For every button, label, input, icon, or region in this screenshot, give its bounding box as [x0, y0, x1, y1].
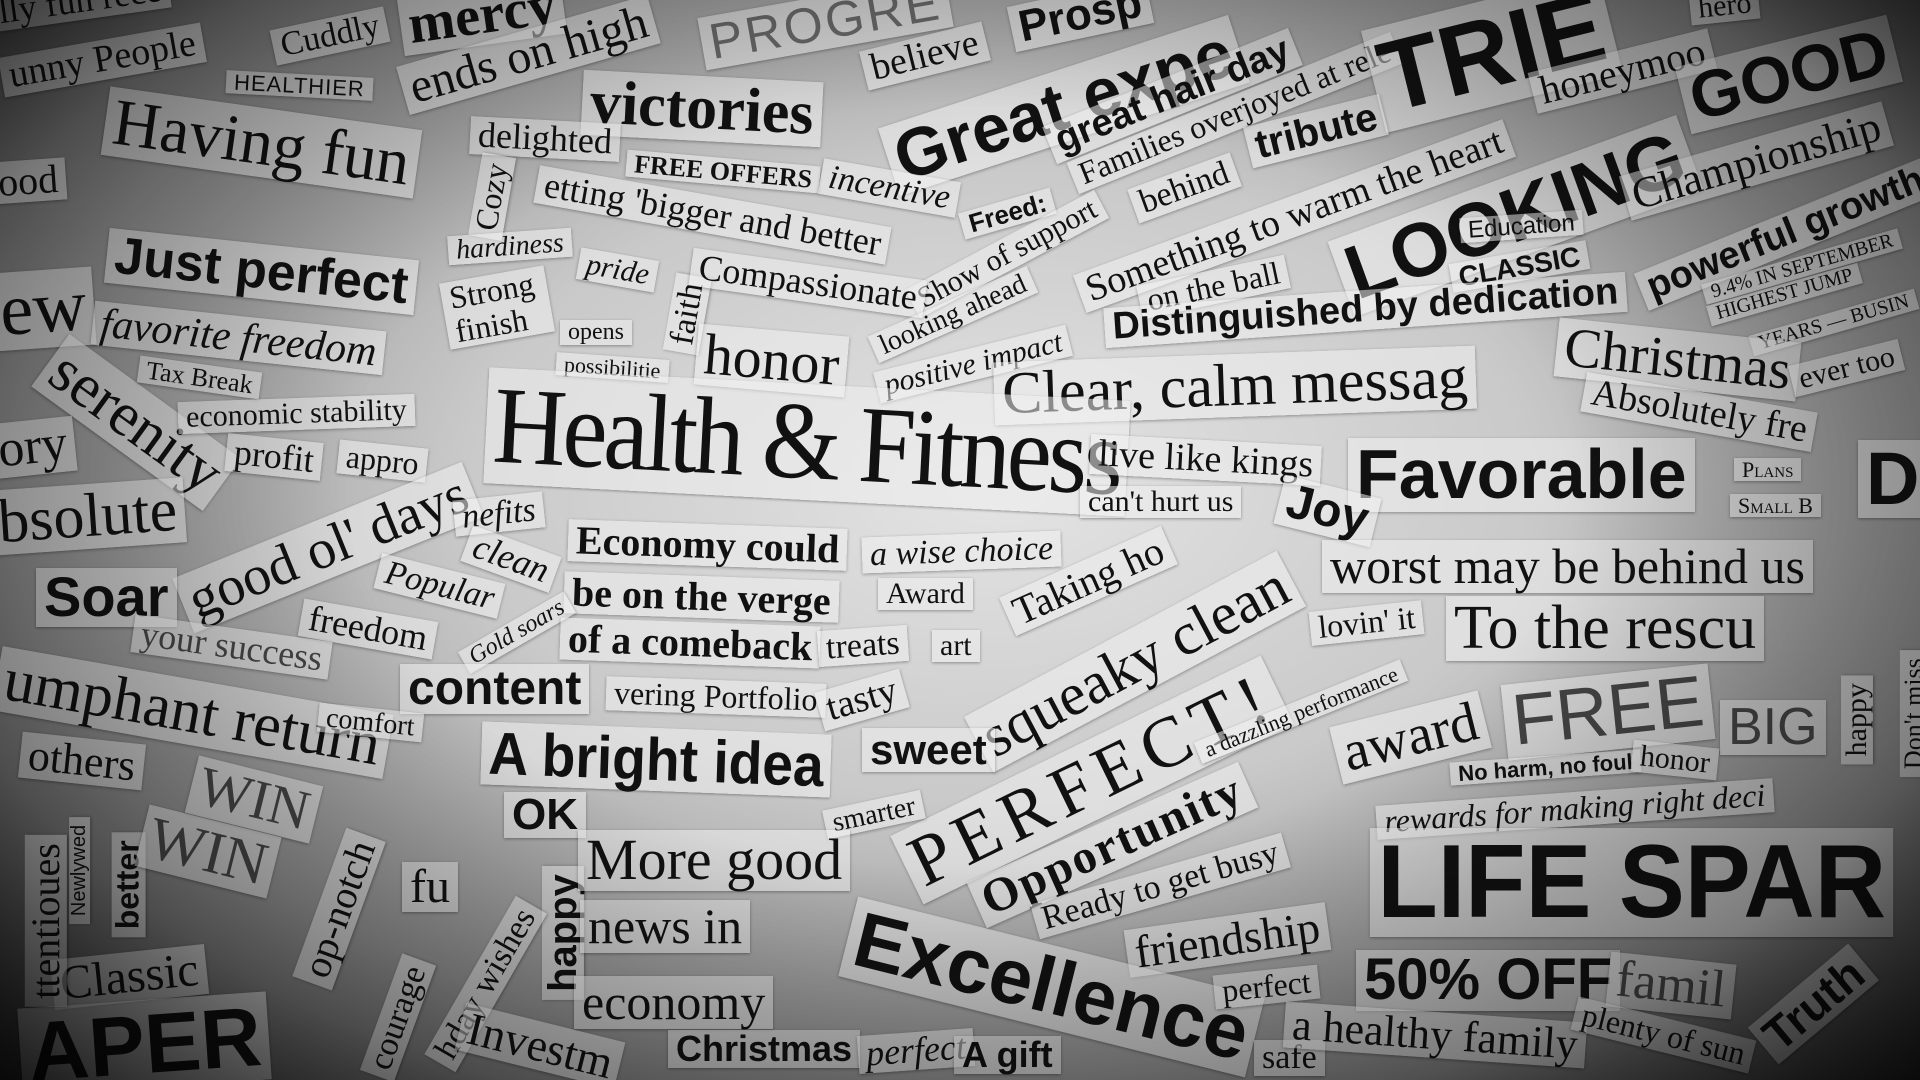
- clipping-text: unny People: [0, 22, 207, 98]
- clipping-text: ever too: [1787, 338, 1906, 397]
- clipping-text: Award: [878, 578, 973, 610]
- clipping-text: op-notch: [292, 827, 386, 991]
- clipping-text: be on the verge: [563, 569, 840, 624]
- clipping-text: tasty: [814, 668, 910, 732]
- clipping-text: courage: [359, 953, 436, 1080]
- clipping-text: ttentioues: [23, 835, 68, 1007]
- clipping-text: Having fun: [100, 86, 423, 199]
- clipping-text: Compassionate: [688, 247, 928, 319]
- clipping-text: economy: [574, 976, 774, 1029]
- clipping-text: lovin' it: [1308, 599, 1425, 646]
- clipping-text: BIG: [1720, 700, 1826, 755]
- clipping-text: profit: [224, 432, 324, 481]
- clipping-text: Cozy: [467, 152, 516, 241]
- clipping-text: can't hurt us: [1080, 486, 1242, 518]
- clipping-text: ory: [0, 415, 78, 479]
- clipping-text: Strong finish: [438, 265, 556, 350]
- clipping-text: appro: [336, 438, 429, 483]
- clipping-text: treats: [816, 624, 909, 667]
- clipping-text: vering Portfolio: [605, 674, 827, 718]
- clipping-text: hero: [1688, 0, 1761, 26]
- clipping-text: ew: [0, 264, 97, 352]
- clipping-text: Truth: [1747, 943, 1880, 1065]
- clipping-text: A gift: [954, 1036, 1061, 1074]
- clipping-text: fu: [402, 861, 458, 913]
- clipping-text: others: [17, 731, 146, 791]
- clipping-text: To the rescu: [1446, 595, 1765, 662]
- clipping-text: sweet: [862, 727, 995, 773]
- clipping-text: honor: [1630, 739, 1720, 780]
- clipping-text: More good: [578, 829, 851, 891]
- clipping-text: Small B: [1730, 494, 1821, 517]
- clipping-text: pride: [575, 247, 660, 293]
- clipping-text: Just perfect: [103, 227, 419, 315]
- clipping-text: LIFE SPAR: [1369, 827, 1894, 938]
- clipping-text: happy: [1840, 675, 1873, 765]
- clipping-text: content: [400, 663, 590, 715]
- clipping-text: Plans: [1734, 458, 1802, 481]
- clipping-text: bsolute: [0, 476, 188, 556]
- clipping-text: hardiness: [447, 227, 573, 266]
- clipping-text: art: [932, 630, 980, 662]
- clipping-text: a wise choice: [861, 530, 1062, 573]
- clipping-text: news in: [580, 900, 751, 953]
- clipping-text: Favorable: [1348, 437, 1695, 512]
- clipping-text: economic stability: [177, 393, 416, 434]
- clipping-text: HEALTHIER: [225, 70, 374, 101]
- clipping-text: lly fun rece: [0, 0, 172, 33]
- clipping-text: Newlywed: [68, 816, 91, 925]
- clipping-text: Economy could: [567, 517, 849, 572]
- clipping-text: Don't miss: [1899, 650, 1920, 778]
- clipping-text: of a comeback: [559, 616, 822, 669]
- clipping-text: Cuddly: [269, 6, 391, 66]
- clipping-text: worst may be behind us: [1322, 540, 1813, 593]
- clipping-text: OK: [504, 791, 586, 839]
- clipping-text: nefits: [452, 491, 546, 537]
- clipping-text: opens: [560, 319, 632, 346]
- clipping-text: A bright idea: [480, 720, 833, 799]
- clipping-text: favorite freedom: [90, 301, 387, 375]
- clipping-text: D: [1858, 440, 1920, 518]
- clipping-text: No harm, no foul: [1449, 749, 1642, 786]
- clipping-text: ood: [0, 156, 68, 205]
- clipping-text: Christmas: [668, 1030, 861, 1068]
